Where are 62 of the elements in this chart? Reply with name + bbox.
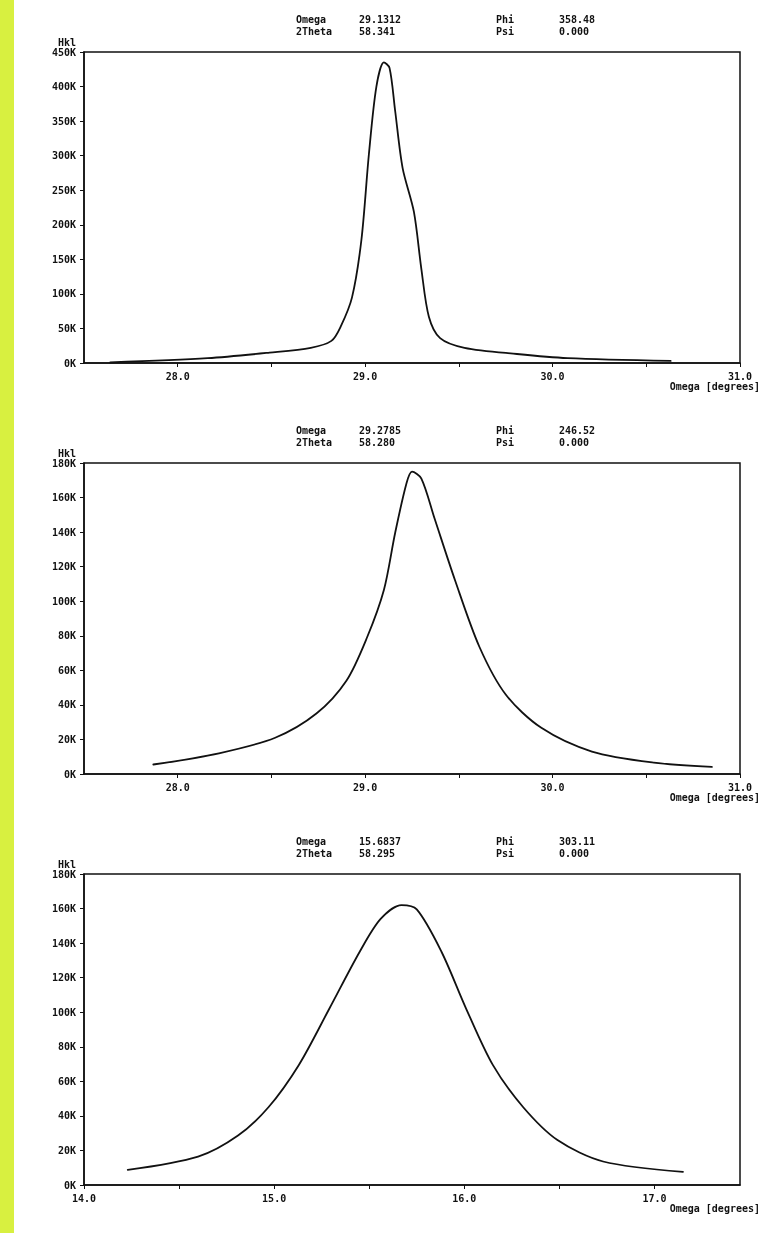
y-tick-label: 140K — [51, 526, 76, 538]
text: 2Theta 58.295 — [296, 847, 396, 859]
y-tick-label: 150K — [51, 253, 76, 265]
y-axis-title: Hkl — [57, 447, 76, 459]
y-tick-label: 100K — [51, 1006, 76, 1018]
y-tick-label: 0K — [63, 357, 76, 369]
x-tick-label: 30.0 — [540, 781, 565, 793]
line-series — [126, 904, 684, 1173]
y-tick-label: 450K — [51, 46, 76, 58]
y-tick-label: 180K — [51, 868, 76, 880]
y-tick-label: 200K — [51, 219, 76, 231]
x-axis-title: Omega [degrees] — [669, 791, 760, 803]
y-tick-label: 80K — [57, 1041, 76, 1053]
y-tick-label: 100K — [51, 288, 76, 300]
y-tick-label: 20K — [57, 733, 76, 745]
text: Phi 358.48 — [496, 13, 596, 25]
x-tick-label: 17.0 — [642, 1192, 667, 1204]
y-tick-label: 60K — [57, 664, 76, 676]
x-tick-label: 16.0 — [452, 1192, 477, 1204]
text: Psi 0.000 — [496, 436, 590, 448]
x-tick-label: 30.0 — [540, 370, 565, 382]
y-tick-label: 0K — [63, 1179, 76, 1191]
y-tick-label: 180K — [51, 457, 76, 469]
y-tick-label: 40K — [57, 699, 76, 711]
y-tick-label: 160K — [51, 492, 76, 504]
text: 2Theta 58.341 — [296, 25, 396, 37]
text: Phi 246.52 — [496, 424, 596, 436]
y-tick-label: 300K — [51, 150, 76, 162]
x-tick-label: 29.0 — [353, 370, 378, 382]
y-tick-label: 50K — [57, 322, 76, 334]
x-tick-label: 15.0 — [262, 1192, 287, 1204]
x-tick-label: 31.0 — [727, 781, 753, 793]
y-tick-label: 60K — [57, 1075, 76, 1087]
x-axis-title: Omega [degrees] — [669, 1202, 760, 1214]
y-tick-label: 20K — [57, 1144, 76, 1156]
y-tick-label: 40K — [57, 1110, 76, 1122]
y-tick-label: 100K — [51, 595, 76, 607]
y-tick-label: 400K — [51, 81, 76, 93]
y-tick-label: 80K — [57, 630, 76, 642]
y-tick-label: 120K — [51, 561, 76, 573]
text: Psi 0.000 — [496, 847, 590, 859]
x-tick-label: 28.0 — [165, 370, 190, 382]
x-tick-label: 14.0 — [71, 1192, 97, 1204]
y-tick-label: 0K — [63, 768, 76, 780]
y-axis-title: Hkl — [57, 36, 76, 48]
text: Psi 0.000 — [496, 25, 590, 37]
x-tick-label: 28.0 — [165, 781, 190, 793]
y-tick-label: 350K — [51, 115, 76, 127]
text: Omega 29.1312 — [296, 13, 402, 25]
x-tick-label: 31.0 — [727, 370, 753, 382]
y-tick-label: 120K — [51, 972, 76, 984]
y-tick-label: 140K — [51, 937, 76, 949]
text: Omega 15.6837 — [296, 835, 402, 847]
text: 2Theta 58.280 — [296, 436, 396, 448]
text: Omega 29.2785 — [296, 424, 402, 436]
x-axis-title: Omega [degrees] — [669, 380, 760, 392]
line-series — [152, 470, 713, 768]
x-tick-label: 29.0 — [353, 781, 378, 793]
y-axis-title: Hkl — [57, 858, 76, 870]
y-tick-label: 160K — [51, 903, 76, 915]
y-tick-label: 250K — [51, 184, 76, 196]
text: Phi 303.11 — [496, 835, 596, 847]
